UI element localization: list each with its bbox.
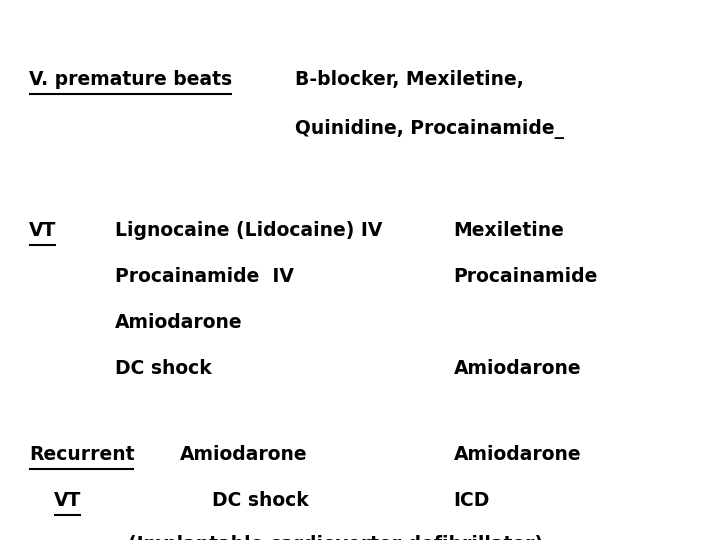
Text: Amiodarone: Amiodarone xyxy=(180,446,307,464)
Text: B-blocker, Mexiletine,: B-blocker, Mexiletine, xyxy=(295,70,524,89)
Text: VT: VT xyxy=(54,491,81,510)
Text: DC shock: DC shock xyxy=(115,359,212,378)
Text: Lignocaine (Lidocaine) IV: Lignocaine (Lidocaine) IV xyxy=(115,221,382,240)
Text: ICD: ICD xyxy=(454,491,490,510)
Text: Procainamide: Procainamide xyxy=(454,267,598,286)
Text: (Implantable cardioverter defibrillator): (Implantable cardioverter defibrillator) xyxy=(128,535,544,540)
Text: Amiodarone: Amiodarone xyxy=(454,446,581,464)
Text: DC shock: DC shock xyxy=(212,491,309,510)
Text: Amiodarone: Amiodarone xyxy=(115,313,243,332)
Text: V. premature beats: V. premature beats xyxy=(29,70,232,89)
Text: Recurrent: Recurrent xyxy=(29,446,135,464)
Text: Amiodarone: Amiodarone xyxy=(454,359,581,378)
Text: Procainamide  IV: Procainamide IV xyxy=(115,267,294,286)
Text: Quinidine, Procainamide_: Quinidine, Procainamide_ xyxy=(295,119,564,139)
Text: VT: VT xyxy=(29,221,56,240)
Text: Mexiletine: Mexiletine xyxy=(454,221,564,240)
